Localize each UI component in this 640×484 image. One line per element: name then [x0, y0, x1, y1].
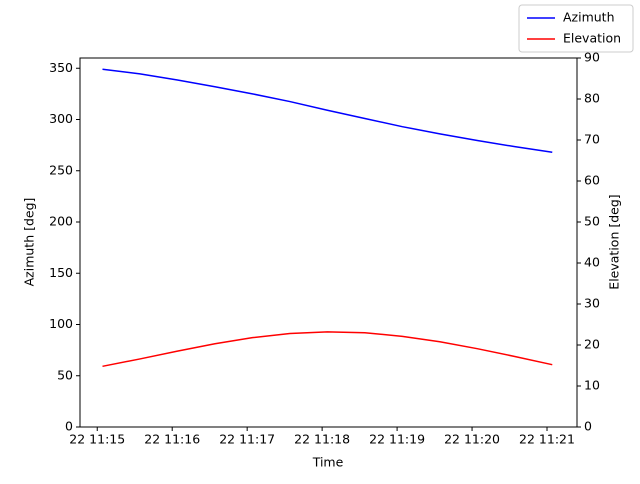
- y-tick-label: 300: [49, 111, 73, 126]
- x-axis-label: Time: [312, 455, 344, 470]
- legend-box: [518, 4, 634, 53]
- y-tick-label: 100: [49, 316, 73, 331]
- x-tick-label: 22 11:16: [144, 432, 200, 447]
- y2-tick-label: 0: [584, 419, 592, 434]
- y2-tick-label: 90: [584, 50, 600, 65]
- x-tick-label: 22 11:18: [294, 432, 350, 447]
- x-tick-label: 22 11:20: [444, 432, 500, 447]
- y2-tick-label: 10: [584, 378, 600, 393]
- y-tick-label: 0: [65, 419, 73, 434]
- y2-tick-label: 70: [584, 132, 600, 147]
- y2-tick-label: 40: [584, 255, 600, 270]
- y2-tick-label: 80: [584, 91, 600, 106]
- x-tick-label: 22 11:19: [369, 432, 425, 447]
- data-line: [102, 331, 553, 368]
- y2-tick-label: 50: [584, 214, 600, 229]
- x-tick-label: 22 11:17: [219, 432, 275, 447]
- legend-label: Azimuth: [563, 10, 615, 25]
- y-axis-label: Azimuth [deg]: [22, 198, 37, 287]
- x-tick-label: 22 11:21: [519, 432, 575, 447]
- y-tick-label: 150: [49, 265, 73, 280]
- data-line: [102, 68, 553, 154]
- x-tick-label: 22 11:15: [69, 432, 125, 447]
- y-tick-label: 350: [49, 60, 73, 75]
- y-tick-label: 200: [49, 214, 73, 229]
- y2-tick-label: 60: [584, 173, 600, 188]
- y2-tick-label: 30: [584, 296, 600, 311]
- legend-label: Elevation: [563, 31, 621, 46]
- y2-tick-label: 20: [584, 337, 600, 352]
- plot-frame: [79, 57, 578, 428]
- y-tick-label: 50: [57, 367, 73, 382]
- y-tick-label: 250: [49, 162, 73, 177]
- y2-axis-label: Elevation [deg]: [607, 194, 622, 289]
